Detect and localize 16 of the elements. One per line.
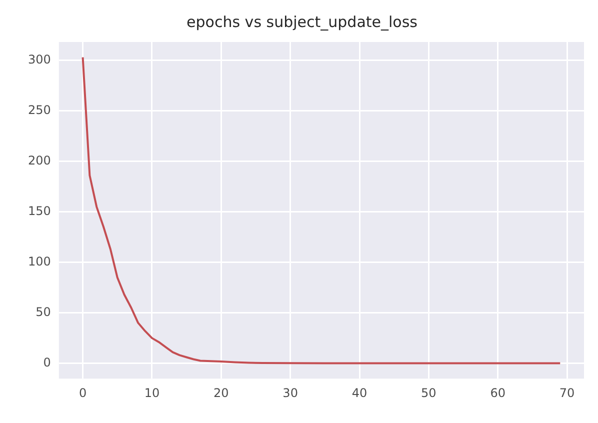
chart-title: epochs vs subject_update_loss xyxy=(186,12,418,31)
x-tick-label: 50 xyxy=(421,386,436,400)
x-tick-label: 30 xyxy=(282,386,298,400)
y-tick-label: 150 xyxy=(28,204,51,218)
y-tick-label: 250 xyxy=(28,102,51,117)
x-tick-label: 70 xyxy=(559,386,575,400)
x-tick-label: 60 xyxy=(490,386,506,400)
y-tick-label: 0 xyxy=(43,355,51,370)
y-tick-label: 300 xyxy=(28,52,51,66)
y-tick-label: 100 xyxy=(28,254,51,268)
x-tick-label: 40 xyxy=(352,386,368,400)
x-tick-label: 10 xyxy=(144,386,160,400)
x-tick-label: 20 xyxy=(213,386,229,400)
y-tick-label: 200 xyxy=(28,153,51,168)
y-tick-label: 50 xyxy=(36,304,51,319)
x-tick-label: 0 xyxy=(78,386,87,400)
